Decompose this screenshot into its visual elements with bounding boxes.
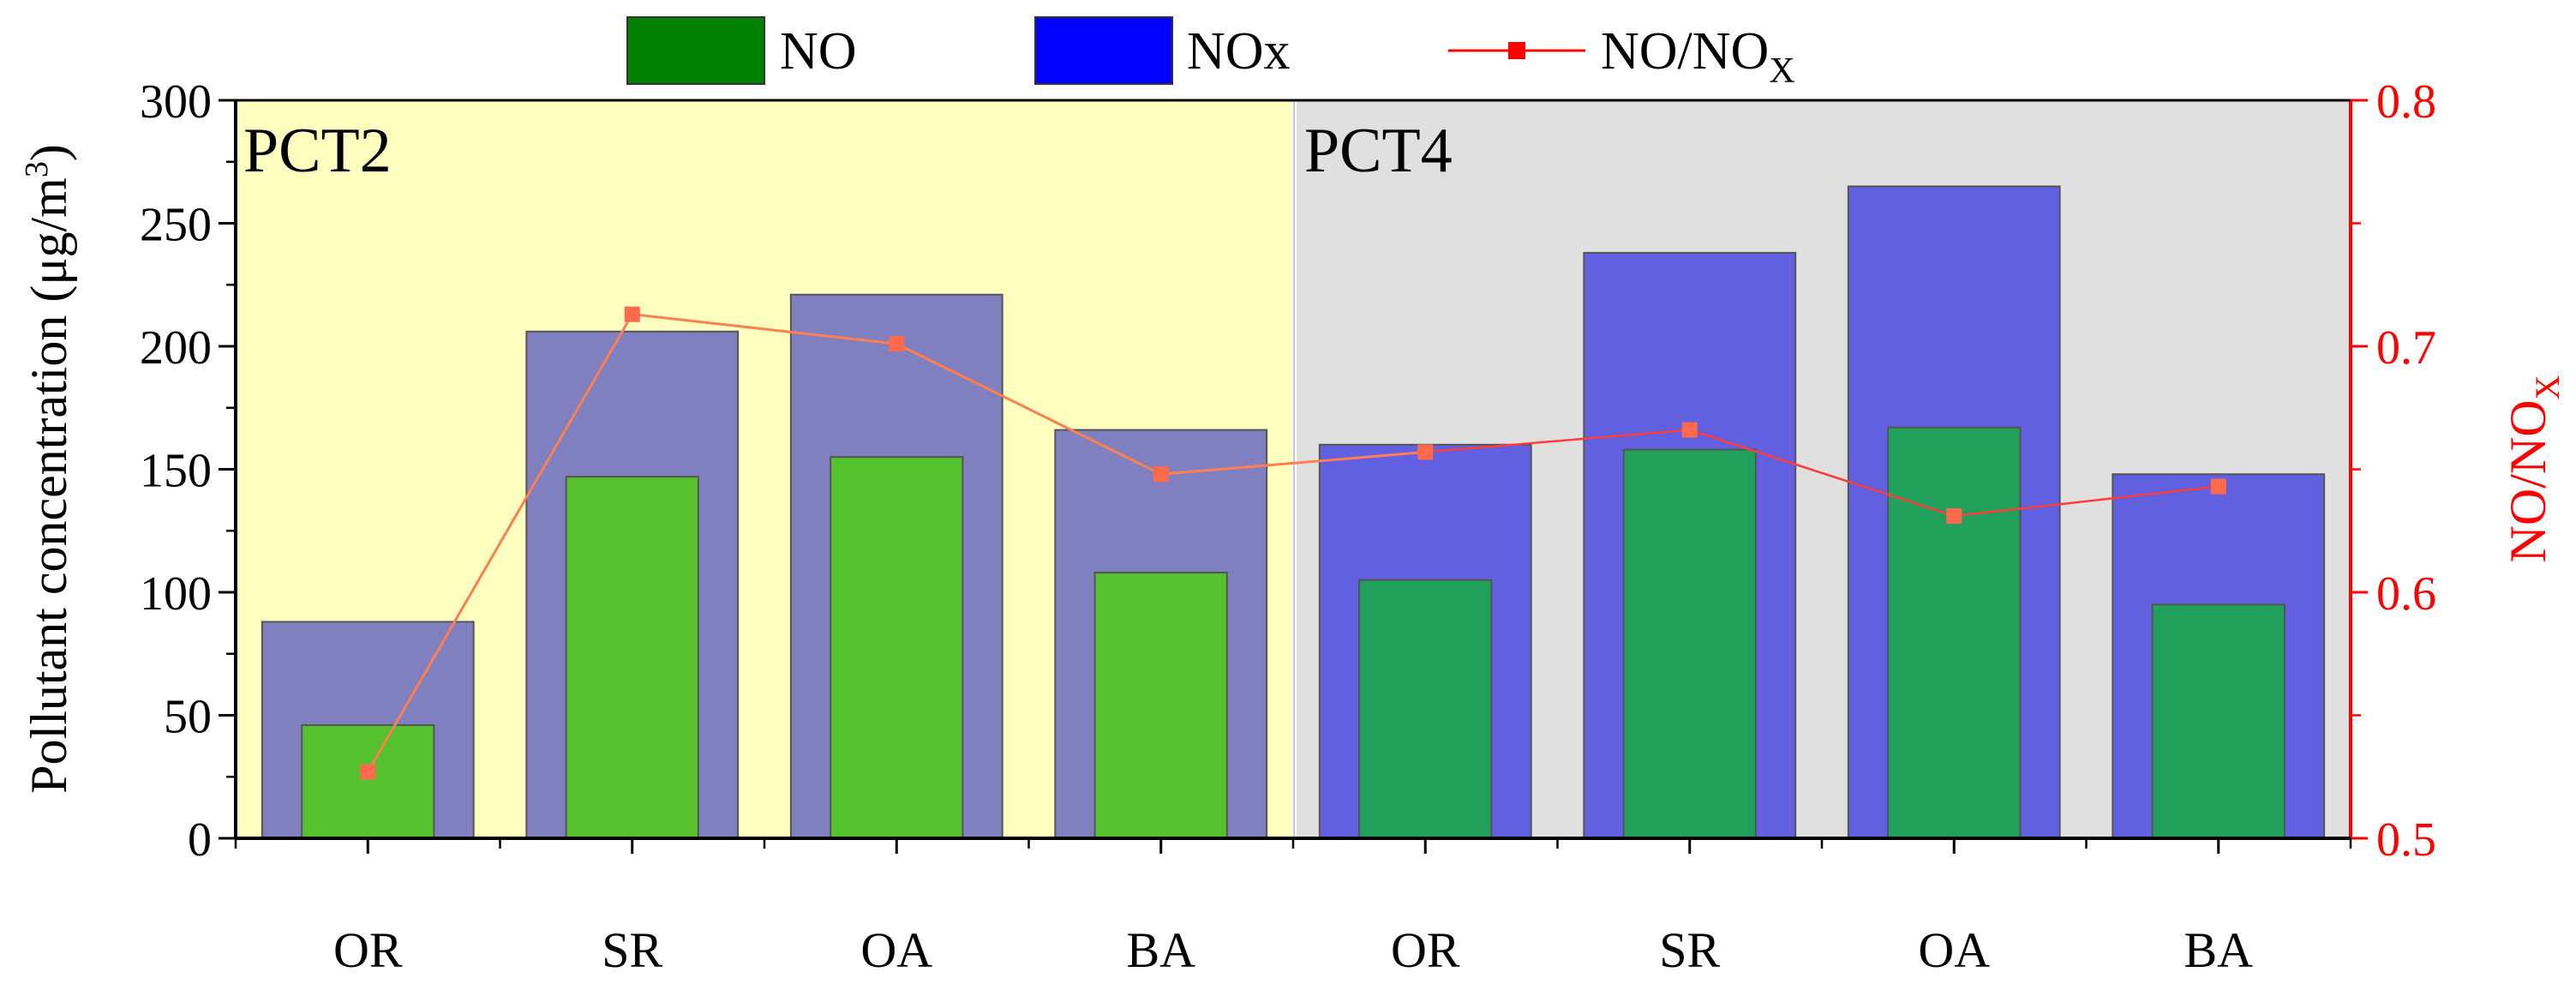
ratio-marker-6 [1946,508,1962,525]
left-tick-label-150: 150 [140,445,212,498]
x-tick-label-oa: OA [860,922,932,978]
no-bar-pct4-sr [1622,448,1757,839]
x-tick-label-sr: SR [1659,922,1720,978]
left-tick-label-50: 50 [164,691,212,744]
no-bar-pct2-or [301,723,435,839]
legend-swatch-nox [1034,16,1173,85]
legend-marker-ratio [1508,42,1525,59]
right-tick-label-0.8: 0.8 [2376,75,2436,129]
ratio-series [360,306,2226,780]
no-bar-pct2-ba [1093,572,1228,839]
legend: NO NOx NO/NOX [626,16,1795,91]
x-tick-label-sr: SR [602,922,662,978]
left-tick-label-0: 0 [188,813,212,867]
panel-label-pct2: PCT2 [243,116,392,186]
no-bar-pct4-ba [2151,603,2285,839]
x-ticks: OR SR OA BA OR SR OA BA [234,838,2352,978]
legend-swatch-no [626,16,765,85]
no-bar-pct4-oa [1887,426,2022,839]
right-tick-label-0.6: 0.6 [2376,567,2436,621]
panel-label-pct4: PCT4 [1304,116,1453,186]
no-bar-pct2-sr [565,476,699,839]
ratio-marker-4 [1417,444,1434,460]
ratio-marker-2 [889,336,905,352]
x-tick-label-or: OR [1391,922,1460,978]
right-tick-label-0.5: 0.5 [2376,813,2436,867]
y2-axis-title: NO/NOX [2500,375,2567,562]
x-tick-label-or: OR [333,922,403,978]
no-bar-pct4-or [1358,579,1493,840]
no-bars [301,426,2285,840]
ratio-marker-1 [624,306,640,322]
ratio-marker-3 [1153,466,1169,483]
ratio-marker-7 [2210,478,2226,495]
ratio-marker-0 [360,764,376,780]
legend-label-ratio: NO/NOX [1601,22,1795,91]
left-ticks: 0 50 100 150 200 250 300 [140,75,236,867]
left-tick-label-200: 200 [140,321,212,375]
ratio-line-red [1425,429,2219,518]
right-tick-label-0.7: 0.7 [2376,321,2436,375]
legend-label-nox: NOx [1187,22,1291,81]
left-tick-label-300: 300 [140,75,212,129]
legend-label-no: NO [780,22,857,81]
no-bar-pct2-oa [830,456,964,840]
left-tick-label-100: 100 [140,567,212,621]
x-tick-label-ba: BA [1126,922,1195,978]
ratio-marker-5 [1681,422,1698,438]
y-axis-title: Pollutant concentration (μg/m3) [19,144,77,794]
left-tick-label-250: 250 [140,199,212,252]
right-ticks: 0.5 0.6 0.7 0.8 [2351,75,2436,867]
x-tick-label-oa: OA [1918,922,1990,978]
x-tick-label-ba: BA [2184,922,2253,978]
